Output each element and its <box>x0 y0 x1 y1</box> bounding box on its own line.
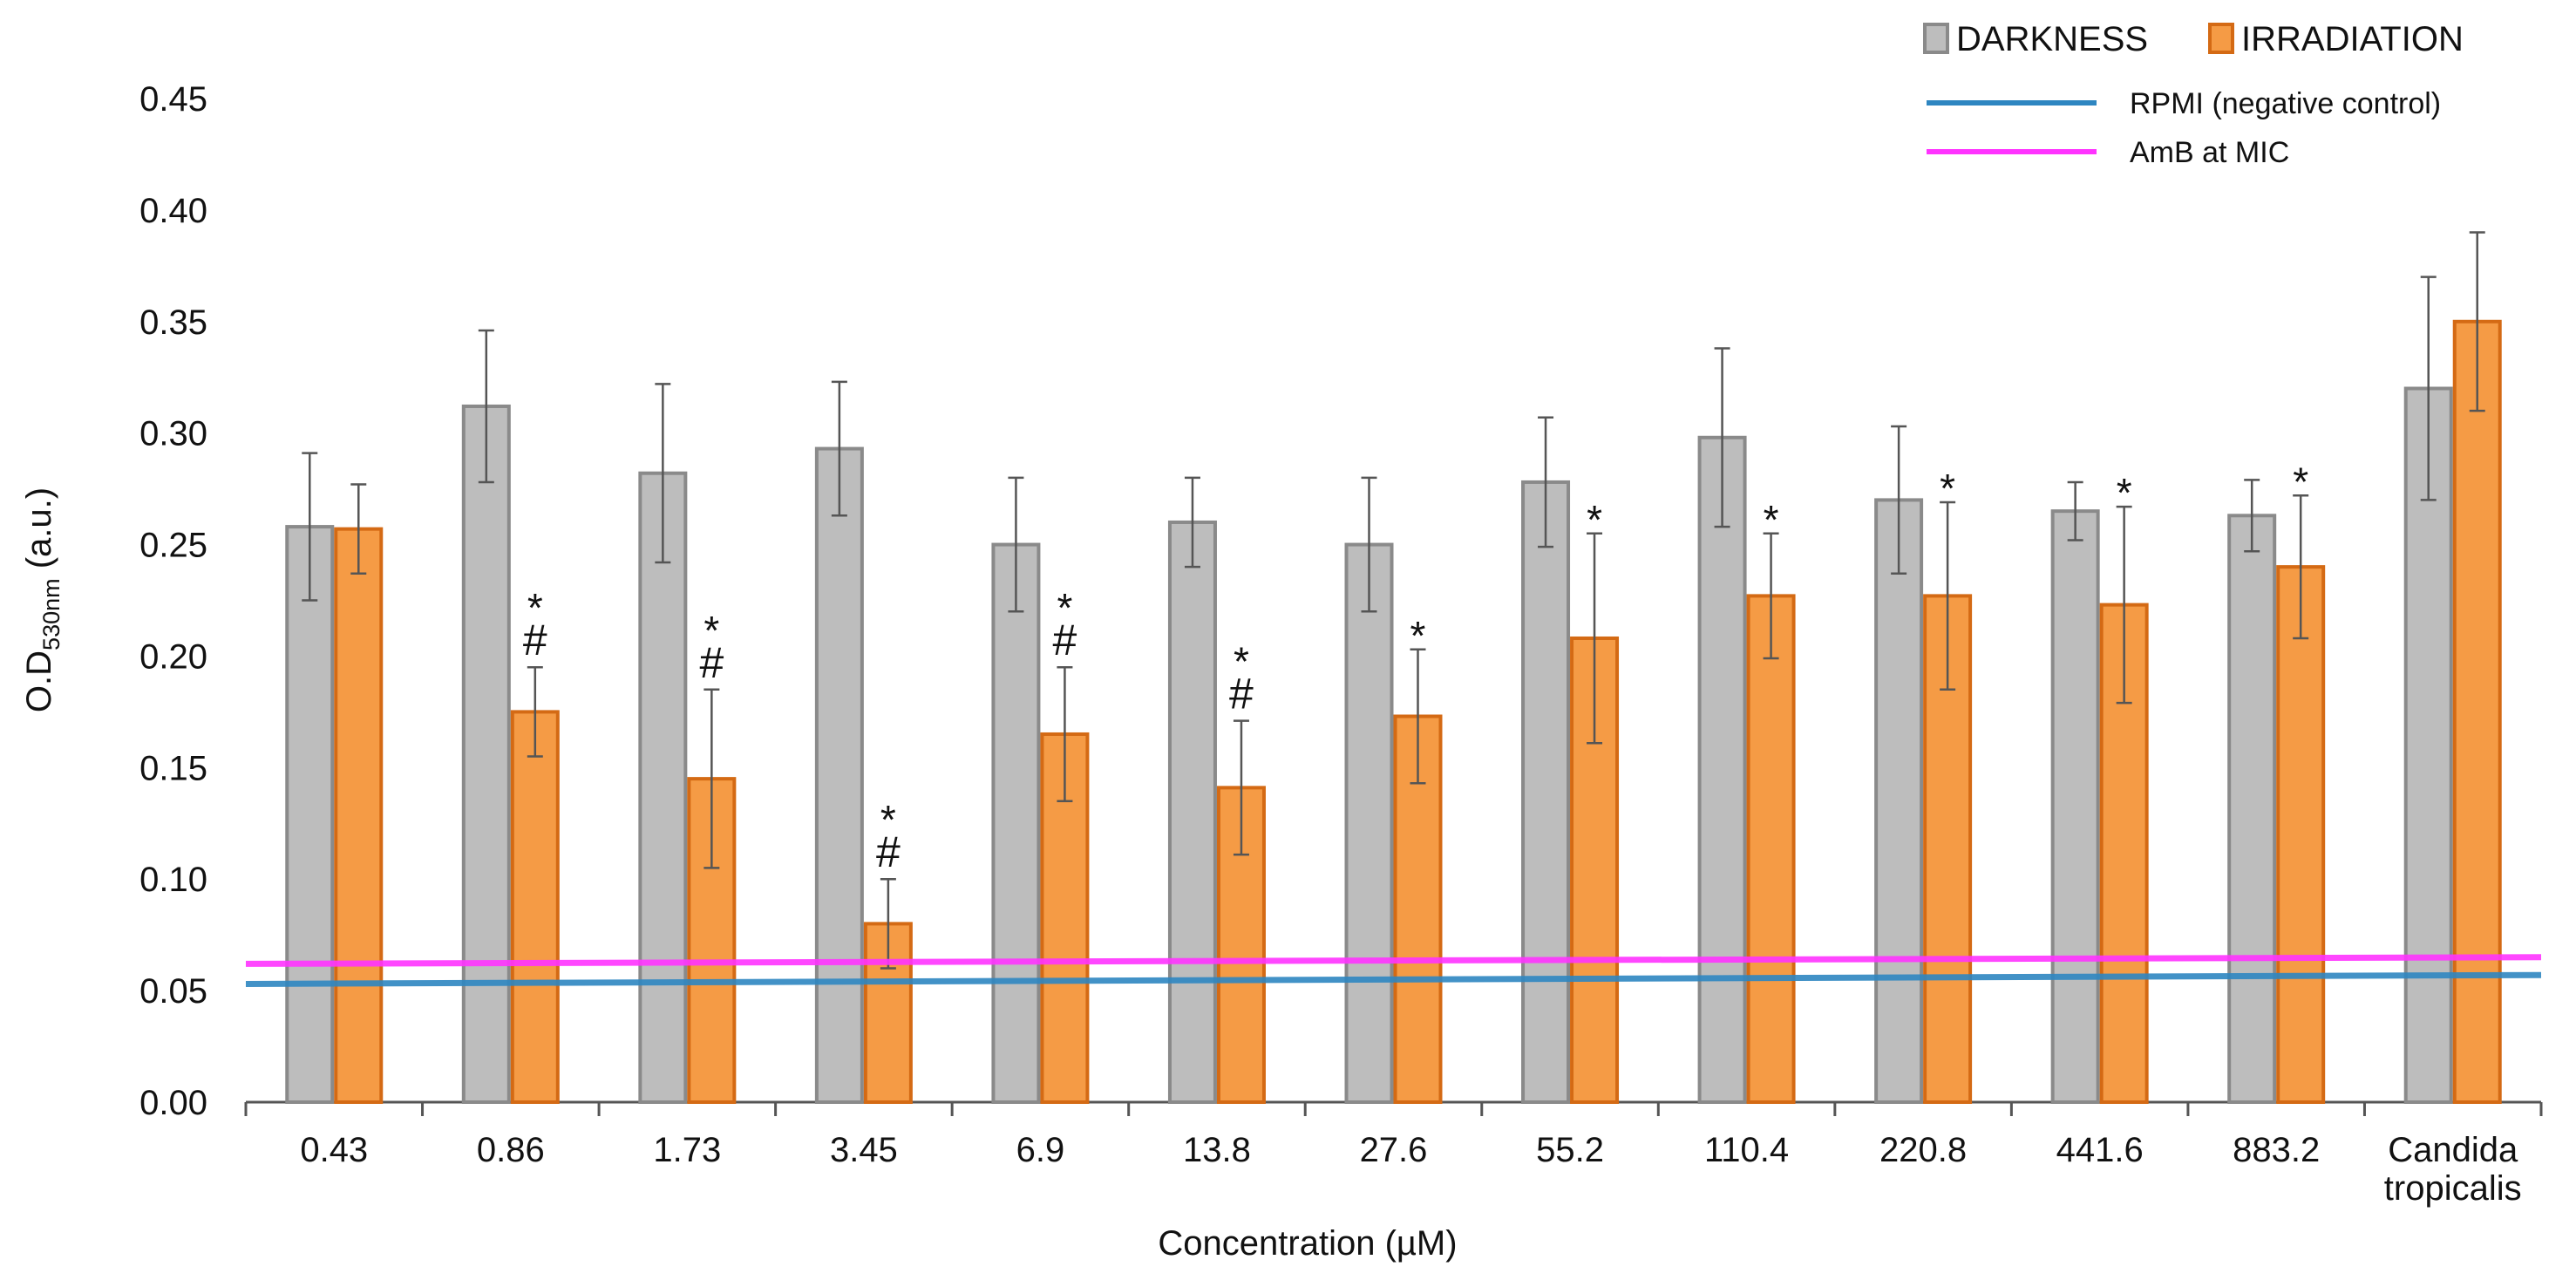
y-tick-label: 0.45 <box>139 80 207 119</box>
y-tick-label: 0.35 <box>139 303 207 342</box>
hash-marker: # <box>523 616 547 664</box>
hash-marker: # <box>1053 616 1077 664</box>
bar-irradiation <box>510 710 560 1105</box>
y-tick-label: 0.15 <box>139 749 207 787</box>
bar-irradiation <box>2452 319 2502 1104</box>
y-tick-label: 0.10 <box>139 861 207 899</box>
significance-markers: #*#*#*#*#*** ** * * <box>523 459 2308 876</box>
legend-label-darkness: DARKNESS <box>1956 20 2148 58</box>
axes <box>244 1100 2543 1116</box>
bar-irradiation <box>2276 565 2326 1104</box>
bar-darkness <box>2227 514 2277 1104</box>
y-tick-label: 0.20 <box>139 637 207 676</box>
legend: DARKNESS IRRADIATION RPMI (negative contro… <box>1923 20 2464 169</box>
x-tick-label: 883.2 <box>2233 1131 2320 1169</box>
y-axis-title-main: O.D <box>20 650 58 712</box>
asterisk-marker: * <box>703 608 719 653</box>
asterisk-marker: * <box>1234 639 1249 684</box>
bar-darkness <box>638 471 688 1104</box>
hash-marker: # <box>699 638 724 687</box>
x-axis-title: Concentration (µM) <box>1158 1224 1457 1263</box>
asterisk-marker: * <box>527 585 543 630</box>
x-tick-label: 6.9 <box>1016 1131 1065 1169</box>
legend-swatch-irradiation <box>2208 23 2234 54</box>
bar-darkness <box>2403 386 2453 1104</box>
axis-labels: 0.00 0.05 0.10 0.15 0.20 0.25 0.30 0.35 0.40 0.45… <box>20 80 2522 1263</box>
hash-marker: # <box>1229 670 1254 718</box>
bar-darkness <box>285 525 335 1104</box>
legend-label-irradiation: IRRADIATION <box>2241 20 2464 58</box>
y-tick-label: 0.40 <box>139 192 207 230</box>
bar-darkness <box>1697 435 1747 1104</box>
y-tick-label: 0.30 <box>139 415 207 453</box>
asterisk-marker: * <box>2117 470 2132 515</box>
x-tick-label: 3.45 <box>830 1131 898 1169</box>
asterisk-marker: * <box>1410 613 1426 658</box>
bars <box>285 231 2502 1105</box>
reference-lines <box>245 954 2542 987</box>
asterisk-marker: * <box>880 797 896 842</box>
bar-darkness <box>461 404 511 1104</box>
x-tick-label: 220.8 <box>1879 1131 1967 1169</box>
y-tick-label: 0.00 <box>139 1084 207 1122</box>
x-tick-label: 27.6 <box>1360 1131 1428 1169</box>
bar-darkness <box>1874 498 1924 1104</box>
bar-darkness <box>1167 520 1217 1104</box>
asterisk-marker: * <box>1764 497 1779 542</box>
asterisk-marker: * <box>1940 466 1955 511</box>
bar-irradiation <box>334 527 384 1104</box>
bar-darkness <box>1344 542 1394 1104</box>
y-tick-label: 0.25 <box>139 527 207 565</box>
bar-irradiation <box>1040 732 1090 1104</box>
bar-darkness <box>2050 509 2100 1104</box>
asterisk-marker: * <box>2293 459 2308 504</box>
x-tick-label: 1.73 <box>653 1131 721 1169</box>
asterisk-marker: * <box>1057 585 1072 630</box>
reference-line-1 <box>245 954 2542 967</box>
x-tick-label: 110.4 <box>1704 1131 1789 1169</box>
bar-darkness <box>991 542 1041 1104</box>
x-tick-label: 0.86 <box>477 1131 545 1169</box>
x-tick-label: 441.6 <box>2056 1131 2144 1169</box>
y-axis-title-unit: (a.u.) <box>20 487 58 578</box>
x-tick-label: 13.8 <box>1183 1131 1251 1169</box>
bar-darkness <box>1521 480 1571 1104</box>
y-tick-label: 0.05 <box>139 972 207 1011</box>
asterisk-marker: * <box>1587 497 1602 542</box>
legend-swatch-darkness <box>1923 23 1949 54</box>
x-tick-label: 0.43 <box>300 1131 368 1169</box>
y-axis-title-subscript: 530nm <box>38 578 65 650</box>
legend-line-label-0: RPMI (negative control) <box>2130 87 2441 120</box>
x-tick-label: tropicalis <box>2384 1169 2522 1208</box>
bar-darkness <box>814 446 864 1104</box>
hash-marker: # <box>876 827 901 876</box>
legend-line-label-1: AmB at MIC <box>2130 136 2289 169</box>
y-axis-title: O.D530nm (a.u.) <box>20 487 65 712</box>
x-tick-label: 55.2 <box>1536 1131 1604 1169</box>
reference-line-0 <box>245 971 2542 987</box>
x-tick-label: Candida <box>2388 1131 2518 1169</box>
bar-irradiation <box>1746 594 1796 1104</box>
